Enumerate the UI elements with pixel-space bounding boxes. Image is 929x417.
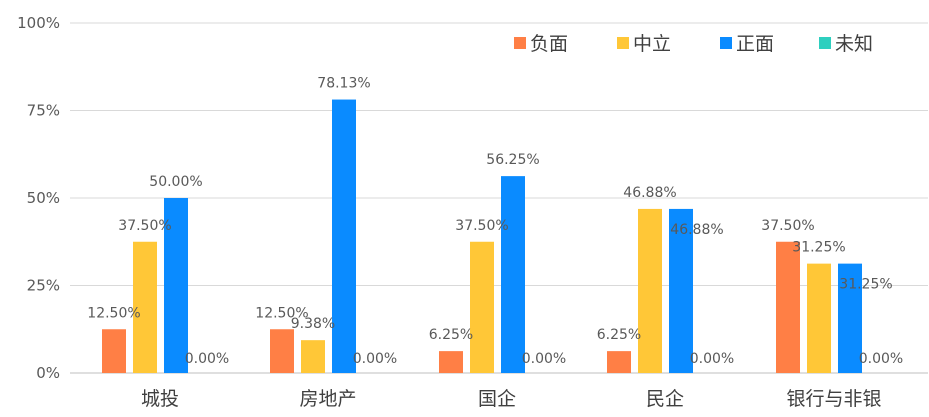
bar xyxy=(501,176,525,373)
category-labels: 城投 房地产 国企 民企 银行与非银 xyxy=(141,388,882,410)
bar xyxy=(807,263,831,373)
bar xyxy=(439,351,463,373)
legend-label: 负面 xyxy=(530,33,568,55)
legend-swatch xyxy=(720,37,732,49)
bars xyxy=(102,99,862,374)
bar xyxy=(301,340,325,373)
data-label: 50.00% xyxy=(149,174,202,190)
legend-swatch xyxy=(617,37,629,49)
legend-swatch xyxy=(819,37,831,49)
bar xyxy=(133,241,157,373)
category-label: 民企 xyxy=(646,388,684,410)
y-tick-label: 50% xyxy=(27,189,60,207)
bar xyxy=(164,198,188,373)
data-label: 12.50% xyxy=(87,305,140,321)
y-axis-ticks: 0% 25% 50% 75% 100% xyxy=(17,14,60,382)
category-label: 国企 xyxy=(478,388,516,410)
bar xyxy=(470,241,494,373)
data-label: 37.50% xyxy=(455,218,508,234)
legend-label: 未知 xyxy=(835,33,873,55)
category-label: 银行与非银 xyxy=(786,388,881,410)
data-labels: 12.50%37.50%50.00%0.00%12.50%9.38%78.13%… xyxy=(87,76,903,367)
bar xyxy=(669,208,693,373)
bar xyxy=(838,263,862,373)
y-tick-label: 75% xyxy=(27,102,60,120)
data-label: 6.25% xyxy=(597,327,641,343)
y-tick-label: 100% xyxy=(17,14,60,32)
bar xyxy=(102,329,126,373)
legend: 负面 中立 正面 未知 xyxy=(514,33,873,55)
data-label: 56.25% xyxy=(486,152,539,168)
bar xyxy=(607,351,631,373)
data-label: 46.88% xyxy=(670,222,723,238)
data-label: 6.25% xyxy=(429,327,473,343)
data-label: 31.25% xyxy=(792,240,845,256)
data-label: 37.50% xyxy=(761,218,814,234)
legend-swatch xyxy=(514,37,526,49)
legend-label: 正面 xyxy=(736,33,774,55)
bar xyxy=(332,99,356,374)
category-label: 房地产 xyxy=(299,388,356,410)
y-tick-label: 25% xyxy=(27,277,60,295)
bar xyxy=(638,208,662,373)
y-tick-label: 0% xyxy=(36,364,60,382)
bar xyxy=(776,241,800,373)
category-label: 城投 xyxy=(141,388,179,410)
legend-label: 中立 xyxy=(633,33,671,55)
data-label: 9.38% xyxy=(291,316,335,332)
data-label: 0.00% xyxy=(522,351,566,367)
data-label: 12.50% xyxy=(255,305,308,321)
data-label: 0.00% xyxy=(690,351,734,367)
data-label: 78.13% xyxy=(317,76,370,92)
data-label: 0.00% xyxy=(185,351,229,367)
data-label: 0.00% xyxy=(859,351,903,367)
data-label: 0.00% xyxy=(353,351,397,367)
data-label: 31.25% xyxy=(839,277,892,293)
data-label: 46.88% xyxy=(623,185,676,201)
bar xyxy=(270,329,294,373)
data-label: 37.50% xyxy=(118,218,171,234)
